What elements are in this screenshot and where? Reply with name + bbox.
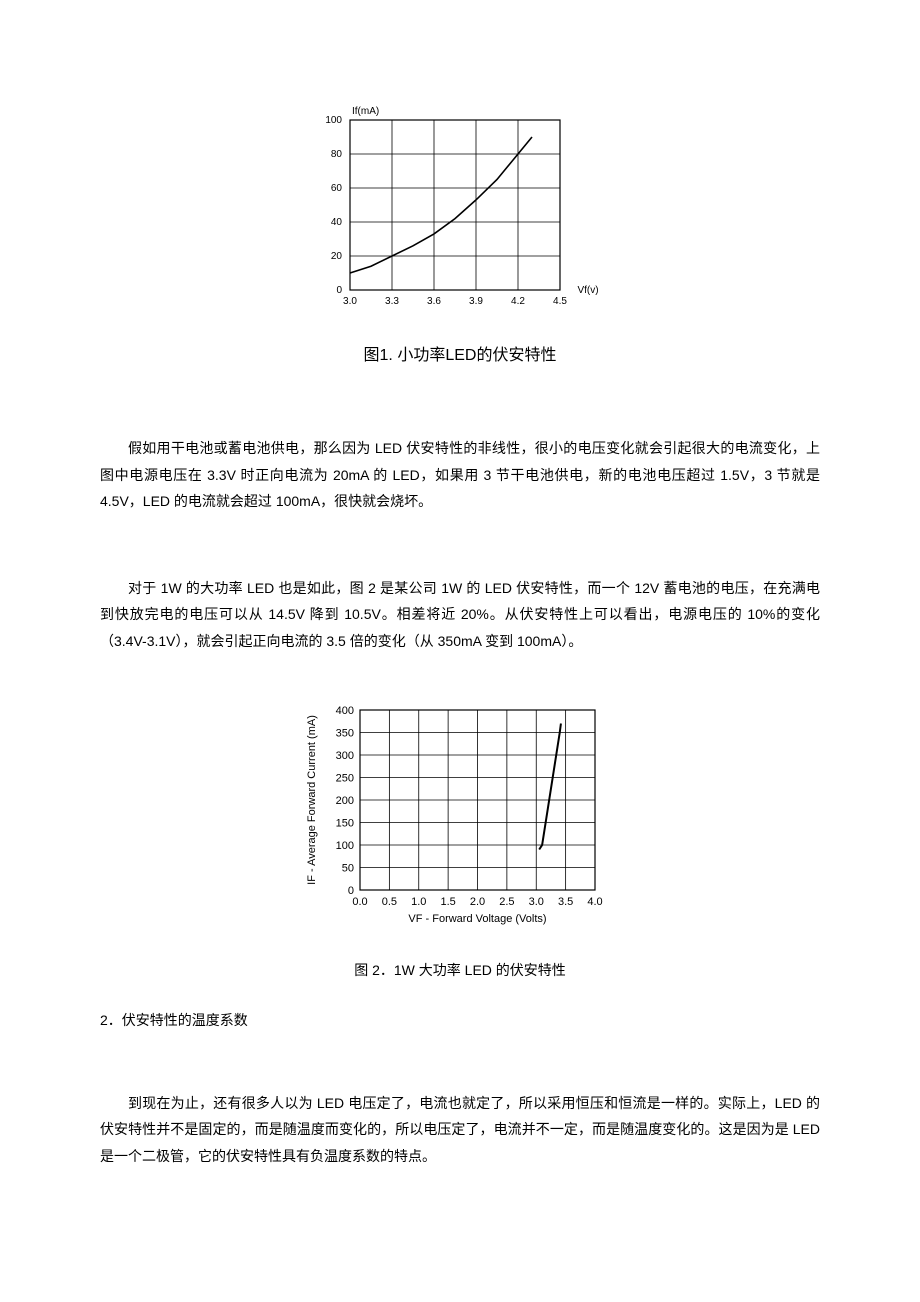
svg-text:80: 80 — [331, 149, 343, 160]
svg-text:3.0: 3.0 — [529, 896, 544, 908]
svg-text:IF - Average Forward Current (: IF - Average Forward Current (mA) — [306, 715, 318, 885]
svg-text:100: 100 — [325, 115, 342, 126]
figure-2-caption: 图 2．1W 大功率 LED 的伏安特性 — [100, 960, 820, 980]
svg-text:3.0: 3.0 — [343, 296, 357, 307]
svg-text:1.0: 1.0 — [411, 896, 426, 908]
svg-text:4.5: 4.5 — [553, 296, 567, 307]
figure-2: 0.0 0.5 1.0 1.5 2.0 2.5 3.0 3.5 4.0 0 50 100 150 200 2… — [100, 695, 820, 980]
chart1-svg: 3.0 3.3 3.6 3.9 4.2 4.5 0 20 40 60 80 100 If(mA) Vf(v… — [300, 100, 620, 330]
svg-text:60: 60 — [331, 183, 343, 194]
svg-text:3.5: 3.5 — [558, 896, 573, 908]
section-2-heading: 2．伏安特性的温度系数 — [100, 1010, 820, 1030]
paragraph-2: 对于 1W 的大功率 LED 也是如此，图 2 是某公司 1W 的 LED 伏安… — [100, 575, 820, 655]
figure-1-caption: 图1. 小功率LED的伏安特性 — [100, 341, 820, 365]
svg-text:200: 200 — [336, 795, 354, 807]
svg-text:If(mA): If(mA) — [352, 106, 379, 117]
svg-text:400: 400 — [336, 705, 354, 717]
figure-1: 3.0 3.3 3.6 3.9 4.2 4.5 0 20 40 60 80 100 If(mA) Vf(v… — [100, 100, 820, 365]
svg-text:40: 40 — [331, 217, 343, 228]
svg-text:100: 100 — [336, 840, 354, 852]
svg-text:0.5: 0.5 — [382, 896, 397, 908]
svg-text:Vf(v): Vf(v) — [577, 285, 598, 296]
svg-text:150: 150 — [336, 817, 354, 829]
svg-text:4.2: 4.2 — [511, 296, 525, 307]
svg-text:0: 0 — [348, 885, 354, 897]
svg-text:250: 250 — [336, 772, 354, 784]
svg-text:2.5: 2.5 — [499, 896, 514, 908]
paragraph-3: 到现在为止，还有很多人以为 LED 电压定了，电流也就定了，所以采用恒压和恒流是… — [100, 1090, 820, 1170]
chart2-svg: 0.0 0.5 1.0 1.5 2.0 2.5 3.0 3.5 4.0 0 50 100 150 200 2… — [290, 695, 630, 945]
svg-text:1.5: 1.5 — [440, 896, 455, 908]
svg-text:350: 350 — [336, 727, 354, 739]
svg-text:0.0: 0.0 — [352, 896, 367, 908]
svg-text:2.0: 2.0 — [470, 896, 485, 908]
svg-text:20: 20 — [331, 251, 343, 262]
svg-text:50: 50 — [342, 862, 354, 874]
svg-text:VF - Forward Voltage (Volts): VF - Forward Voltage (Volts) — [408, 913, 546, 925]
svg-text:4.0: 4.0 — [587, 896, 602, 908]
paragraph-1: 假如用干电池或蓄电池供电，那么因为 LED 伏安特性的非线性，很小的电压变化就会… — [100, 435, 820, 515]
svg-text:300: 300 — [336, 750, 354, 762]
svg-text:0: 0 — [336, 285, 342, 296]
svg-text:3.3: 3.3 — [385, 296, 399, 307]
svg-text:3.9: 3.9 — [469, 296, 483, 307]
svg-text:3.6: 3.6 — [427, 296, 441, 307]
